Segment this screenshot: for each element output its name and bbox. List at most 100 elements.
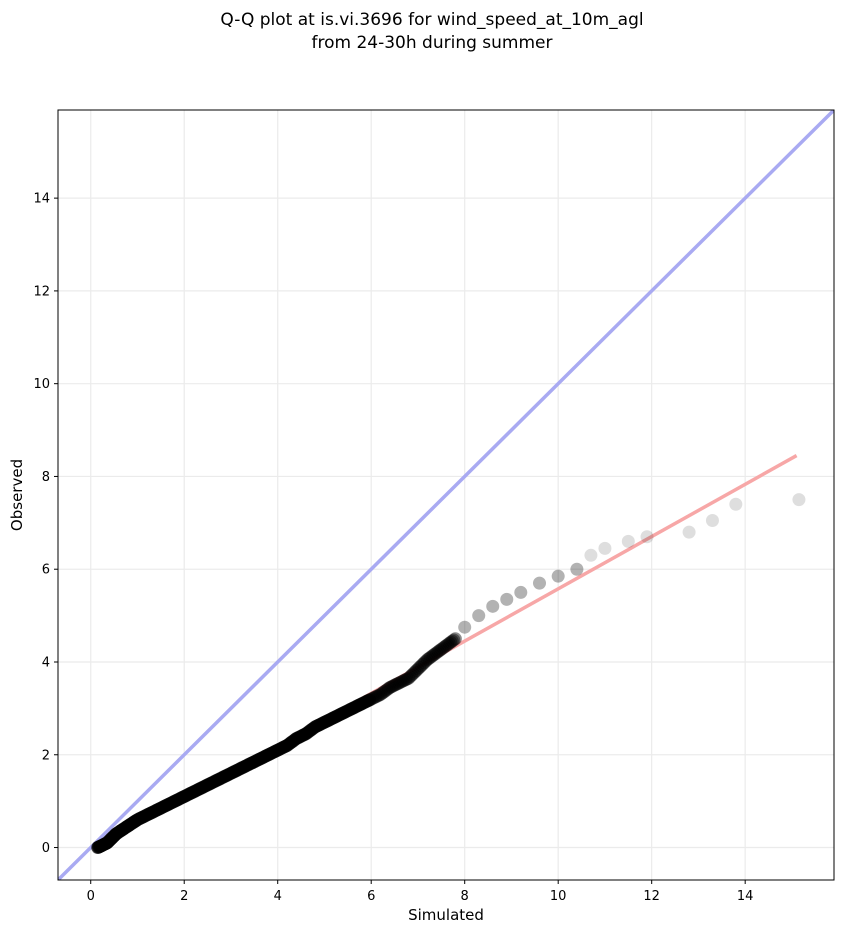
data-point xyxy=(414,659,428,673)
y-axis-label: Observed xyxy=(8,459,26,531)
y-tick-label-12: 12 xyxy=(33,284,50,299)
data-point xyxy=(377,685,391,699)
data-point xyxy=(423,650,437,664)
data-point xyxy=(370,689,384,703)
x-tick-label-12: 12 xyxy=(643,889,660,904)
data-point xyxy=(448,632,462,646)
data-point xyxy=(416,657,430,671)
data-point xyxy=(705,514,719,528)
data-point xyxy=(400,672,414,686)
data-point xyxy=(398,673,412,687)
data-point xyxy=(472,609,486,623)
data-point xyxy=(514,585,528,599)
data-point xyxy=(395,674,409,688)
data-point xyxy=(441,638,455,652)
data-point xyxy=(366,691,380,705)
y-tick-label-0: 0 xyxy=(42,841,50,856)
x-tick-label-14: 14 xyxy=(737,889,754,904)
data-point xyxy=(437,640,451,654)
data-point xyxy=(403,670,417,684)
data-point xyxy=(409,663,423,677)
data-point xyxy=(397,674,411,688)
y-axis-ticks: 0 2 4 6 8 10 12 14 xyxy=(33,192,58,856)
grid xyxy=(58,110,834,880)
data-point xyxy=(381,682,395,696)
data-point xyxy=(406,667,420,681)
y-tick-label-6: 6 xyxy=(42,563,50,578)
data-point xyxy=(363,693,377,707)
title-line-2: from 24-30h during summer xyxy=(312,33,553,53)
data-point xyxy=(392,676,406,690)
y-tick-label-10: 10 xyxy=(33,377,50,392)
data-point xyxy=(729,497,743,511)
data-point xyxy=(378,684,392,698)
data-point xyxy=(439,639,453,653)
data-point xyxy=(551,569,565,583)
data-point xyxy=(621,534,635,548)
data-point xyxy=(402,671,416,685)
data-point xyxy=(383,681,397,694)
data-point xyxy=(417,656,431,670)
data-point xyxy=(367,691,381,705)
data-point xyxy=(405,668,419,682)
identity-line xyxy=(58,110,834,880)
x-tick-label-10: 10 xyxy=(550,889,567,904)
data-point xyxy=(682,525,696,539)
data-point xyxy=(419,654,433,668)
data-point xyxy=(570,562,584,576)
data-point xyxy=(434,642,448,656)
data-point xyxy=(374,687,388,701)
data-point xyxy=(369,690,383,704)
data-point xyxy=(364,692,378,706)
x-axis-ticks: 0 2 4 6 8 10 12 14 xyxy=(87,880,754,904)
data-point xyxy=(375,686,389,700)
x-axis-label: Simulated xyxy=(408,906,484,924)
data-point xyxy=(532,576,546,590)
x-tick-label-4: 4 xyxy=(274,889,282,904)
y-tick-label-2: 2 xyxy=(42,748,50,763)
x-tick-label-8: 8 xyxy=(461,889,469,904)
plot-frame xyxy=(57,109,835,881)
data-point xyxy=(422,652,436,666)
data-point xyxy=(431,645,445,659)
y-tick-label-8: 8 xyxy=(42,470,50,485)
data-point xyxy=(442,636,456,650)
data-points xyxy=(91,493,806,855)
data-point xyxy=(447,633,461,647)
data-point xyxy=(430,646,444,660)
x-tick-label-0: 0 xyxy=(87,889,95,904)
data-point xyxy=(386,679,400,693)
data-point xyxy=(380,683,394,697)
data-point xyxy=(584,548,598,562)
data-point xyxy=(389,677,403,691)
data-point xyxy=(411,662,425,676)
data-point xyxy=(792,493,806,507)
data-point xyxy=(500,592,514,606)
data-point xyxy=(384,680,398,694)
x-tick-label-6: 6 xyxy=(367,889,375,904)
data-point xyxy=(427,648,441,662)
data-point xyxy=(420,653,434,667)
data-point xyxy=(486,599,500,613)
data-point xyxy=(391,677,405,691)
data-point xyxy=(413,660,427,674)
data-point xyxy=(445,634,459,648)
y-tick-label-4: 4 xyxy=(42,655,50,670)
x-tick-label-2: 2 xyxy=(180,889,188,904)
reference-lines xyxy=(58,110,834,880)
data-point xyxy=(433,643,447,657)
data-point xyxy=(425,649,439,663)
data-point xyxy=(436,641,450,655)
y-tick-label-14: 14 xyxy=(33,192,50,207)
title-line-1: Q-Q plot at is.vi.3696 for wind_speed_at… xyxy=(220,10,643,30)
data-point xyxy=(598,541,612,555)
data-point xyxy=(428,647,442,661)
data-point xyxy=(458,620,472,634)
data-point xyxy=(394,675,408,689)
data-point xyxy=(444,635,458,649)
data-point xyxy=(372,688,386,702)
chart-title: Q-Q plot at is.vi.3696 for wind_speed_at… xyxy=(220,10,643,53)
data-point xyxy=(388,678,402,692)
data-point xyxy=(640,530,654,544)
